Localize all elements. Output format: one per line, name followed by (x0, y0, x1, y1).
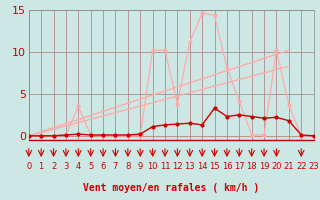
Text: 15: 15 (209, 162, 220, 171)
Text: 23: 23 (308, 162, 319, 171)
Text: 14: 14 (197, 162, 207, 171)
Text: 21: 21 (284, 162, 294, 171)
Text: 11: 11 (160, 162, 170, 171)
Text: 7: 7 (113, 162, 118, 171)
Text: 10: 10 (148, 162, 158, 171)
Text: 2: 2 (51, 162, 56, 171)
Text: 6: 6 (100, 162, 106, 171)
Text: 18: 18 (246, 162, 257, 171)
Text: 3: 3 (63, 162, 68, 171)
Text: 20: 20 (271, 162, 282, 171)
Text: 5: 5 (88, 162, 93, 171)
Text: 9: 9 (138, 162, 143, 171)
Text: 12: 12 (172, 162, 183, 171)
Text: 4: 4 (76, 162, 81, 171)
Text: 0: 0 (26, 162, 31, 171)
Text: 1: 1 (38, 162, 44, 171)
Text: 17: 17 (234, 162, 244, 171)
Text: 8: 8 (125, 162, 131, 171)
Text: 16: 16 (222, 162, 232, 171)
Text: 19: 19 (259, 162, 269, 171)
Text: 22: 22 (296, 162, 307, 171)
Text: Vent moyen/en rafales ( km/h ): Vent moyen/en rafales ( km/h ) (83, 183, 259, 193)
Text: 13: 13 (184, 162, 195, 171)
